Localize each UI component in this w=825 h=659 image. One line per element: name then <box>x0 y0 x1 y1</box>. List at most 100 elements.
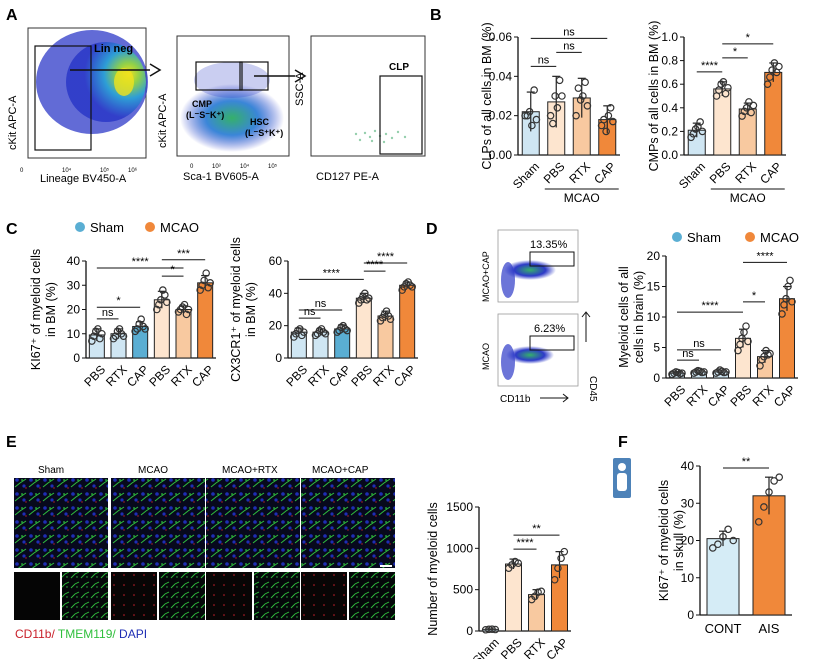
data-point <box>98 329 106 338</box>
data-point <box>135 320 143 328</box>
significance-label: **** <box>323 267 341 279</box>
data-point <box>137 315 145 324</box>
significance-label: * <box>116 295 121 307</box>
x-tick-label: RTX <box>521 635 548 659</box>
significance-label: * <box>752 290 757 302</box>
data-point <box>738 112 746 120</box>
y-axis-label-line: CX3CR1⁺ of myeloid cells <box>229 237 243 382</box>
y-tick-label: 0 <box>466 624 473 638</box>
data-point <box>119 332 128 340</box>
legend-label-mcao: MCAO <box>760 230 799 245</box>
y-tick-label: 60 <box>269 254 283 268</box>
data-point <box>602 127 610 136</box>
data-point <box>365 294 373 302</box>
data-point <box>766 73 774 81</box>
y-tick-label: 0.6 <box>661 77 678 91</box>
data-point <box>206 279 214 287</box>
legend-marker-sham <box>672 232 682 242</box>
tick-label: 0 <box>20 168 24 174</box>
x-tick-label: RTX <box>566 159 593 186</box>
gate-label-cmp-sub: (L⁻S⁻K⁺) <box>186 110 224 120</box>
tick-label: 10⁵ <box>100 167 110 174</box>
stain-legend: CD11b/ TMEM119/ DAPI <box>15 627 147 641</box>
y-axis-label-line: cells in brain (%) <box>632 271 646 363</box>
significance-label: ** <box>742 456 751 468</box>
significance-label: ns <box>682 348 694 360</box>
y-tick-label: 0 <box>275 351 282 365</box>
panel-label-c: C <box>6 221 18 238</box>
data-point <box>788 297 796 306</box>
micrograph-mcao-merge <box>111 478 205 568</box>
micrograph-sham-red <box>14 572 60 620</box>
x-tick-label: PBS <box>146 362 173 389</box>
legend-label-mcao: MCAO <box>160 220 199 235</box>
data-point <box>408 283 416 291</box>
data-point <box>333 328 341 336</box>
data-point <box>523 111 532 120</box>
data-point <box>579 92 587 100</box>
significance-label: *** <box>177 248 191 260</box>
x-tick-label: PBS <box>81 362 108 389</box>
x-tick-label: CAP <box>189 362 216 389</box>
gating-arrow <box>254 69 307 83</box>
data-point <box>315 326 324 335</box>
tick-label: 10⁶ <box>128 167 138 174</box>
data-point <box>576 96 585 104</box>
y-tick-label: 10 <box>647 310 661 324</box>
micrograph-sham-green <box>62 572 108 620</box>
significance-label: ns <box>693 338 705 350</box>
data-point <box>161 291 169 299</box>
x-tick-label: CAP <box>757 159 784 186</box>
y-axis-label: CLPs of all cells in BM (%) <box>480 22 494 169</box>
x-tick-label: CAP <box>124 362 151 389</box>
significance-label: ns <box>563 40 575 52</box>
y-tick-label: 40 <box>67 254 81 268</box>
group-label: MCAO <box>730 191 766 205</box>
data-point <box>488 625 496 633</box>
data-point <box>749 101 758 110</box>
y-tick-label: 20 <box>67 303 81 317</box>
significance-label: **** <box>701 300 719 312</box>
gate-label-lin-neg: Lin neg <box>94 43 133 55</box>
x-tick-label: RTX <box>750 382 777 409</box>
data-point <box>94 325 102 333</box>
data-point <box>724 525 732 534</box>
data-point <box>786 276 794 285</box>
data-point <box>775 473 784 481</box>
x-tick-label: CAP <box>391 362 418 389</box>
y-tick-label: 0 <box>73 351 80 365</box>
significance-label: ns <box>315 298 327 310</box>
data-point <box>775 62 783 71</box>
data-point <box>698 127 707 136</box>
data-point <box>722 368 730 376</box>
gate-pct-mcao: 6.23% <box>534 323 565 335</box>
tick-label: 10⁴ <box>240 163 250 170</box>
data-point <box>557 554 565 563</box>
significance-label: ns <box>304 306 316 318</box>
significance-label: * <box>746 32 751 44</box>
data-point <box>583 102 592 110</box>
y-tick-label: 20 <box>681 534 695 548</box>
significance-label: ns <box>563 26 575 38</box>
y-axis-label-line: KI67⁺ of myeloid cells <box>657 480 671 601</box>
data-point <box>363 295 371 304</box>
y-axis-label-line: KI67⁺ of myeloid cells <box>29 249 43 370</box>
y-axis-label: cKit APC-A <box>7 95 19 150</box>
x-tick-label: CAP <box>771 382 798 409</box>
y-tick-label: 0.4 <box>661 101 678 115</box>
significance-label: ns <box>538 54 550 66</box>
bar <box>505 563 522 632</box>
micro-col-label-mcao: MCAO <box>138 465 168 476</box>
x-tick-label: PBS <box>348 362 375 389</box>
data-point <box>778 310 786 318</box>
micro-col-label-sham: Sham <box>38 465 64 476</box>
legend-d: Sham MCAO <box>672 230 799 245</box>
data-point <box>184 305 193 314</box>
data-point <box>382 307 391 315</box>
data-point <box>604 111 613 120</box>
tick-label: 0 <box>190 164 194 170</box>
x-tick-label: RTX <box>370 362 397 389</box>
data-point <box>574 84 583 92</box>
gate-pct-mcao-cap: 13.35% <box>530 239 568 251</box>
